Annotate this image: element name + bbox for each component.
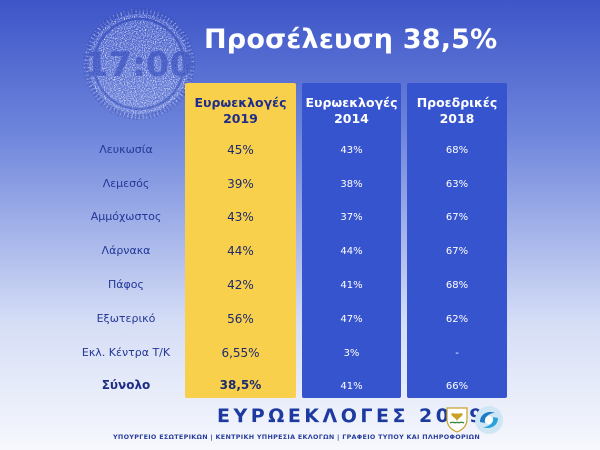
cell-larnaka-2018: 67%: [445, 246, 469, 257]
row-label-pafos: Πάφος: [108, 278, 144, 291]
cell-lefkosia-2018: 68%: [445, 145, 469, 156]
row-label-lemesos: Λεμεσός: [102, 177, 150, 190]
cell-larnaka-2014: 44%: [340, 246, 363, 257]
row-label-exoteriko: Εξωτερικό: [96, 312, 156, 325]
cell-pafos-2018: 68%: [445, 280, 469, 291]
rubber-stamp-icon: 17:00: [83, 8, 195, 120]
cell-tk-centres-2014: 3%: [343, 348, 360, 359]
cell-lefkosia-2014: 43%: [340, 145, 363, 156]
cell-lemesos-2018: 63%: [445, 179, 469, 190]
cell-total-2019: 38,5%: [219, 378, 262, 392]
cell-pafos-2019: 42%: [227, 278, 254, 292]
row-label-total: Σύνολο: [101, 378, 151, 392]
election-service-logo-icon: [474, 405, 504, 435]
cell-larnaka-2019: 44%: [227, 244, 254, 258]
cell-lemesos-2019: 39%: [227, 177, 254, 191]
cell-ammochostos-2019: 43%: [227, 210, 254, 224]
footer-title: ΕΥΡΩΕΚΛΟΓΕΣ 2019: [217, 405, 486, 427]
time-stamp-badge: 17:00: [80, 5, 198, 123]
cell-ammochostos-2014: 37%: [340, 212, 363, 223]
cell-total-2014: 41%: [340, 381, 363, 392]
row-label-tk-centres: Εκλ. Κέντρα Τ/Κ: [81, 346, 171, 359]
cell-lemesos-2014: 38%: [340, 179, 363, 190]
column-header-euro-2019: Ευρωεκλογές 2019: [194, 95, 287, 126]
cell-exoteriko-2019: 56%: [227, 312, 254, 326]
column-header-presidential-2018: Προεδρικές 2018: [416, 95, 498, 126]
cell-exoteriko-2014: 47%: [340, 314, 363, 325]
row-label-lefkosia: Λευκωσία: [99, 143, 153, 156]
column-euro-2019: Ευρωεκλογές 2019: [185, 83, 296, 398]
cell-pafos-2014: 41%: [340, 280, 363, 291]
footer-subtitle: ΥΠΟΥΡΓΕΙΟ ΕΣΩΤΕΡΙΚΩΝ | ΚΕΝΤΡΙΚΗ ΥΠΗΡΕΣΙΑ…: [113, 433, 481, 441]
row-label-ammochostos: Αμμόχωστος: [90, 210, 162, 223]
column-presidential-2018: Προεδρικές 2018: [407, 83, 507, 398]
cell-tk-centres-2019: 6,55%: [221, 346, 260, 360]
cell-lefkosia-2019: 45%: [227, 143, 254, 157]
cyprus-emblem-icon: [444, 405, 470, 433]
cell-exoteriko-2018: 62%: [445, 314, 469, 325]
stamp-time: 17:00: [85, 45, 193, 85]
headline-turnout: Προσέλευση 38,5%: [204, 24, 498, 55]
cell-ammochostos-2018: 67%: [445, 212, 469, 223]
column-euro-2014: Ευρωεκλογές 2014: [302, 83, 401, 398]
cell-tk-centres-2018: -: [455, 348, 459, 359]
row-label-larnaka: Λάρνακα: [101, 244, 151, 257]
cell-total-2018: 66%: [445, 381, 469, 392]
column-header-euro-2014: Ευρωεκλογές 2014: [305, 95, 398, 126]
